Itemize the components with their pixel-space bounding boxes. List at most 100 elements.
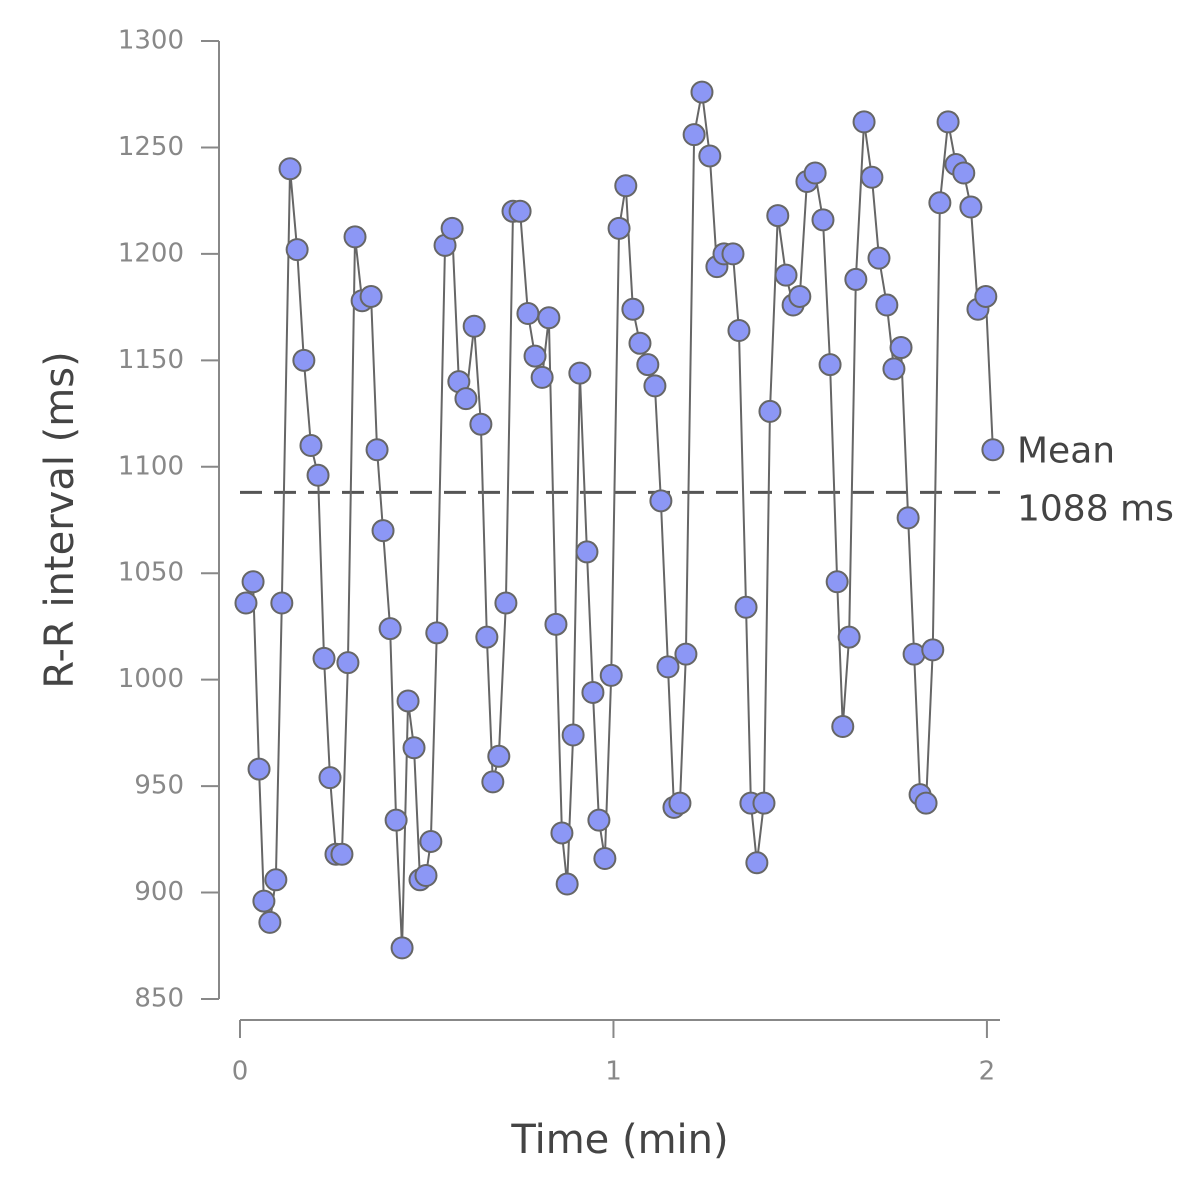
y-tick-label: 1000: [118, 664, 184, 694]
data-point: [668, 791, 692, 815]
data-point: [378, 617, 402, 641]
data-point: [550, 821, 574, 845]
data-point: [343, 225, 367, 249]
data-point: [636, 353, 660, 377]
data-point: [312, 646, 336, 670]
data-point: [537, 306, 561, 330]
data-point: [384, 808, 408, 832]
data-point: [306, 463, 330, 487]
data-point: [896, 506, 920, 530]
data-point: [643, 374, 667, 398]
data-point: [831, 715, 855, 739]
data-point: [727, 319, 751, 343]
data-point: [299, 433, 323, 457]
data-point: [247, 757, 271, 781]
data-point: [682, 123, 706, 147]
y-tick-label: 900: [134, 877, 184, 907]
x-tick-label: 2: [979, 1057, 996, 1087]
data-point: [475, 625, 499, 649]
data-point: [365, 438, 389, 462]
data-point: [758, 399, 782, 423]
y-tick-label: 950: [134, 771, 184, 801]
data-point: [575, 540, 599, 564]
y-tick-label: 1050: [118, 558, 184, 588]
data-point: [318, 766, 342, 790]
data-point: [844, 267, 868, 291]
data-point: [867, 246, 891, 270]
data-point: [860, 165, 884, 189]
y-tick-label: 1100: [118, 451, 184, 481]
data-point: [914, 791, 938, 815]
data-point: [852, 110, 876, 134]
data-point: [330, 842, 354, 866]
data-point: [561, 723, 585, 747]
data-point: [614, 174, 638, 198]
data-point: [516, 301, 540, 325]
data-point: [371, 519, 395, 543]
data-point: [803, 161, 827, 185]
mean-value-label: 1088 ms: [1017, 488, 1174, 529]
data-point: [396, 689, 420, 713]
data-point: [425, 621, 449, 645]
data-point: [936, 110, 960, 134]
data-point: [258, 910, 282, 934]
data-point: [593, 846, 617, 870]
y-axis-label: R-R interval (ms): [37, 351, 83, 688]
data-point: [902, 642, 926, 666]
data-point: [959, 195, 983, 219]
y-tick-label: 1250: [118, 132, 184, 162]
data-point: [241, 570, 265, 594]
y-tick-label: 1300: [118, 26, 184, 56]
data-point: [494, 591, 518, 615]
data-point: [882, 357, 906, 381]
data-point: [837, 625, 861, 649]
x-tick-label: 0: [232, 1057, 249, 1087]
data-point: [292, 348, 316, 372]
data-point: [921, 638, 945, 662]
data-point: [752, 791, 776, 815]
data-point: [928, 191, 952, 215]
data-point: [774, 263, 798, 287]
data-point: [270, 591, 294, 615]
data-point: [721, 242, 745, 266]
data-point: [469, 412, 493, 436]
data-point: [419, 829, 443, 853]
data-point: [234, 591, 258, 615]
data-point: [252, 889, 276, 913]
data-point: [698, 144, 722, 168]
data-point: [462, 314, 486, 338]
data-point: [390, 936, 414, 960]
data-point: [487, 744, 511, 768]
data-point: [734, 595, 758, 619]
data-point: [811, 208, 835, 232]
data-point: [568, 361, 592, 385]
data-point: [359, 284, 383, 308]
data-point: [788, 284, 812, 308]
data-point: [981, 438, 1005, 462]
y-tick-label: 1150: [118, 345, 184, 375]
data-point: [523, 344, 547, 368]
data-point: [440, 216, 464, 240]
data-point: [555, 872, 579, 896]
data-point: [952, 161, 976, 185]
data-point: [825, 570, 849, 594]
data-point: [607, 216, 631, 240]
mean-label: Mean: [1017, 430, 1115, 471]
data-point: [264, 868, 288, 892]
data-point: [745, 851, 769, 875]
data-point: [690, 80, 714, 104]
data-point: [674, 642, 698, 666]
data-point: [766, 204, 790, 228]
data-point: [285, 238, 309, 262]
data-point: [628, 331, 652, 355]
data-point: [974, 284, 998, 308]
data-point: [587, 808, 611, 832]
data-point: [875, 293, 899, 317]
y-tick-label: 1200: [118, 238, 184, 268]
x-axis-label: Time (min): [510, 1117, 728, 1163]
data-point: [336, 651, 360, 675]
data-point: [278, 157, 302, 181]
x-tick-label: 1: [605, 1057, 622, 1087]
data-point: [402, 736, 426, 760]
